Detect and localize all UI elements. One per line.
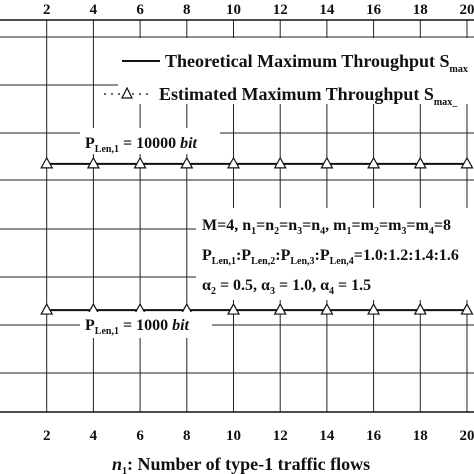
annotation-p1000: PLen,1 = 1000 bit <box>80 312 212 338</box>
annotation-parameters: M=4, n1=n2=n3=n4, m1=m2=m3=m4=8 PLen,1:P… <box>196 208 474 300</box>
series-estimated-point-0-14 <box>320 156 334 169</box>
legend: Theoretical Maximum Throughput Smax Esti… <box>104 38 474 108</box>
params3-part-0: α <box>202 277 211 294</box>
params1-part-5: 3 <box>297 226 302 237</box>
series-group <box>40 156 474 315</box>
series-estimated-point-1-16 <box>367 302 381 315</box>
series-estimated-point-0-20 <box>460 156 474 169</box>
x-tick-label-bottom-16: 16 <box>366 428 382 444</box>
params1-part-13: 3 <box>401 226 406 237</box>
x-tick-label-bottom-10: 10 <box>226 428 241 444</box>
annotation-p10000-text: PLen,1 = 10000 bit <box>85 135 198 155</box>
x-tick-label-top-18: 18 <box>413 2 428 18</box>
series-estimated-point-0-8 <box>180 156 194 169</box>
params1-part-15: 4 <box>429 226 434 237</box>
x-tick-label-top-14: 14 <box>319 2 335 18</box>
params1-part-12: =m <box>379 217 402 234</box>
params1-part-3: 2 <box>274 226 279 237</box>
params1-part-0: M=4, n <box>202 217 251 234</box>
x-tick-label-top-20: 20 <box>459 2 474 18</box>
params2-part-2: :P <box>236 247 251 264</box>
x-tick-label-bottom-14: 14 <box>319 428 335 444</box>
params1-part-14: =m <box>406 217 429 234</box>
params3-part-5: 4 <box>329 286 334 297</box>
x-tick-label-bottom-6: 6 <box>136 428 144 444</box>
x-axis-label: n1: Number of type-1 traffic flows <box>112 454 370 474</box>
series-estimated-point-0-16 <box>367 156 381 169</box>
params1-part-7: 4 <box>320 226 325 237</box>
params3-part-1: 2 <box>211 286 216 297</box>
annotation-p1000-bg <box>80 312 212 338</box>
params3-part-6: = 1.5 <box>334 277 371 294</box>
annotation-p10000: PLen,1 = 10000 bit <box>80 128 220 155</box>
series-estimated-point-1-12 <box>273 302 287 315</box>
parameters-line-2: PLen,1:PLen,2:PLen,3:PLen,4=1.0:1.2:1.4:… <box>202 247 459 267</box>
series-estimated-point-0-18 <box>413 156 427 169</box>
annotation-parameters-bg <box>196 208 474 300</box>
params1-part-8: , m <box>325 217 347 234</box>
params1-part-16: =8 <box>434 217 451 234</box>
params1-part-9: 1 <box>347 226 352 237</box>
params1-part-10: =m <box>352 217 375 234</box>
legend-background <box>118 38 474 104</box>
params2-part-8: =1.0:1.2:1.4:1.6 <box>354 247 459 264</box>
series-estimated-point-0-12 <box>273 156 287 169</box>
x-tick-labels-top: 2 4 6 8 10 12 14 16 18 20 <box>43 2 474 18</box>
params1-part-2: =n <box>256 217 274 234</box>
x-tick-label-top-16: 16 <box>366 2 382 18</box>
params2-part-7: Len,4 <box>330 256 354 267</box>
x-tick-labels-bottom: 2 4 6 8 10 12 14 16 18 20 <box>43 428 474 444</box>
params2-part-5: Len,3 <box>290 256 314 267</box>
series-estimated-point-0-4 <box>86 156 100 169</box>
series-estimated-point-0-6 <box>133 156 147 169</box>
annotation-p10000-bg <box>80 128 220 154</box>
x-tick-label-top-4: 4 <box>90 2 98 18</box>
params3-part-2: = 0.5, α <box>216 277 270 294</box>
series-estimated-point-0-10 <box>226 156 241 169</box>
params1-part-1: 1 <box>251 226 256 237</box>
x-tick-label-top-2: 2 <box>43 2 51 18</box>
x-tick-label-bottom-18: 18 <box>413 428 428 444</box>
legend-label-estimated: Estimated Maximum Throughput Smax_ <box>159 84 458 108</box>
series-estimated-point-1-20 <box>460 302 474 315</box>
parameters-line-1: M=4, n1=n2=n3=n4, m1=m2=m3=m4=8 <box>202 217 451 237</box>
x-tick-label-top-10: 10 <box>226 2 241 18</box>
parameters-line-3: α2 = 0.5, α3 = 1.0, α4 = 1.5 <box>202 277 371 297</box>
x-tick-label-bottom-2: 2 <box>43 428 51 444</box>
x-tick-label-top-8: 8 <box>183 2 191 18</box>
params1-part-11: 2 <box>374 226 379 237</box>
annotation-p1000-text: PLen,1 = 1000 bit <box>85 317 190 337</box>
x-tick-label-bottom-20: 20 <box>459 428 474 444</box>
x-tick-label-top-6: 6 <box>136 2 144 18</box>
legend-label-theoretical: Theoretical Maximum Throughput Smax <box>165 51 468 75</box>
params3-part-4: = 1.0, α <box>275 277 329 294</box>
params2-part-6: :P <box>315 247 330 264</box>
series-estimated-point-0-2 <box>40 156 54 169</box>
x-tick-label-bottom-4: 4 <box>90 428 98 444</box>
series-estimated-point-1-2 <box>40 302 54 315</box>
params2-part-3: Len,2 <box>251 256 275 267</box>
params2-part-4: :P <box>275 247 290 264</box>
series-estimated-point-1-18 <box>413 302 427 315</box>
x-tick-label-bottom-8: 8 <box>183 428 191 444</box>
params2-part-1: Len,1 <box>212 256 236 267</box>
legend-marker-estimated-triangle <box>121 86 133 99</box>
params1-part-4: =n <box>279 217 297 234</box>
series-estimated-point-1-10 <box>226 302 241 315</box>
params3-part-3: 3 <box>270 286 275 297</box>
params2-part-0: P <box>202 247 212 264</box>
x-tick-label-top-12: 12 <box>273 2 288 18</box>
series-estimated-point-1-14 <box>320 302 334 315</box>
x-tick-label-bottom-12: 12 <box>273 428 288 444</box>
params1-part-6: =n <box>302 217 320 234</box>
